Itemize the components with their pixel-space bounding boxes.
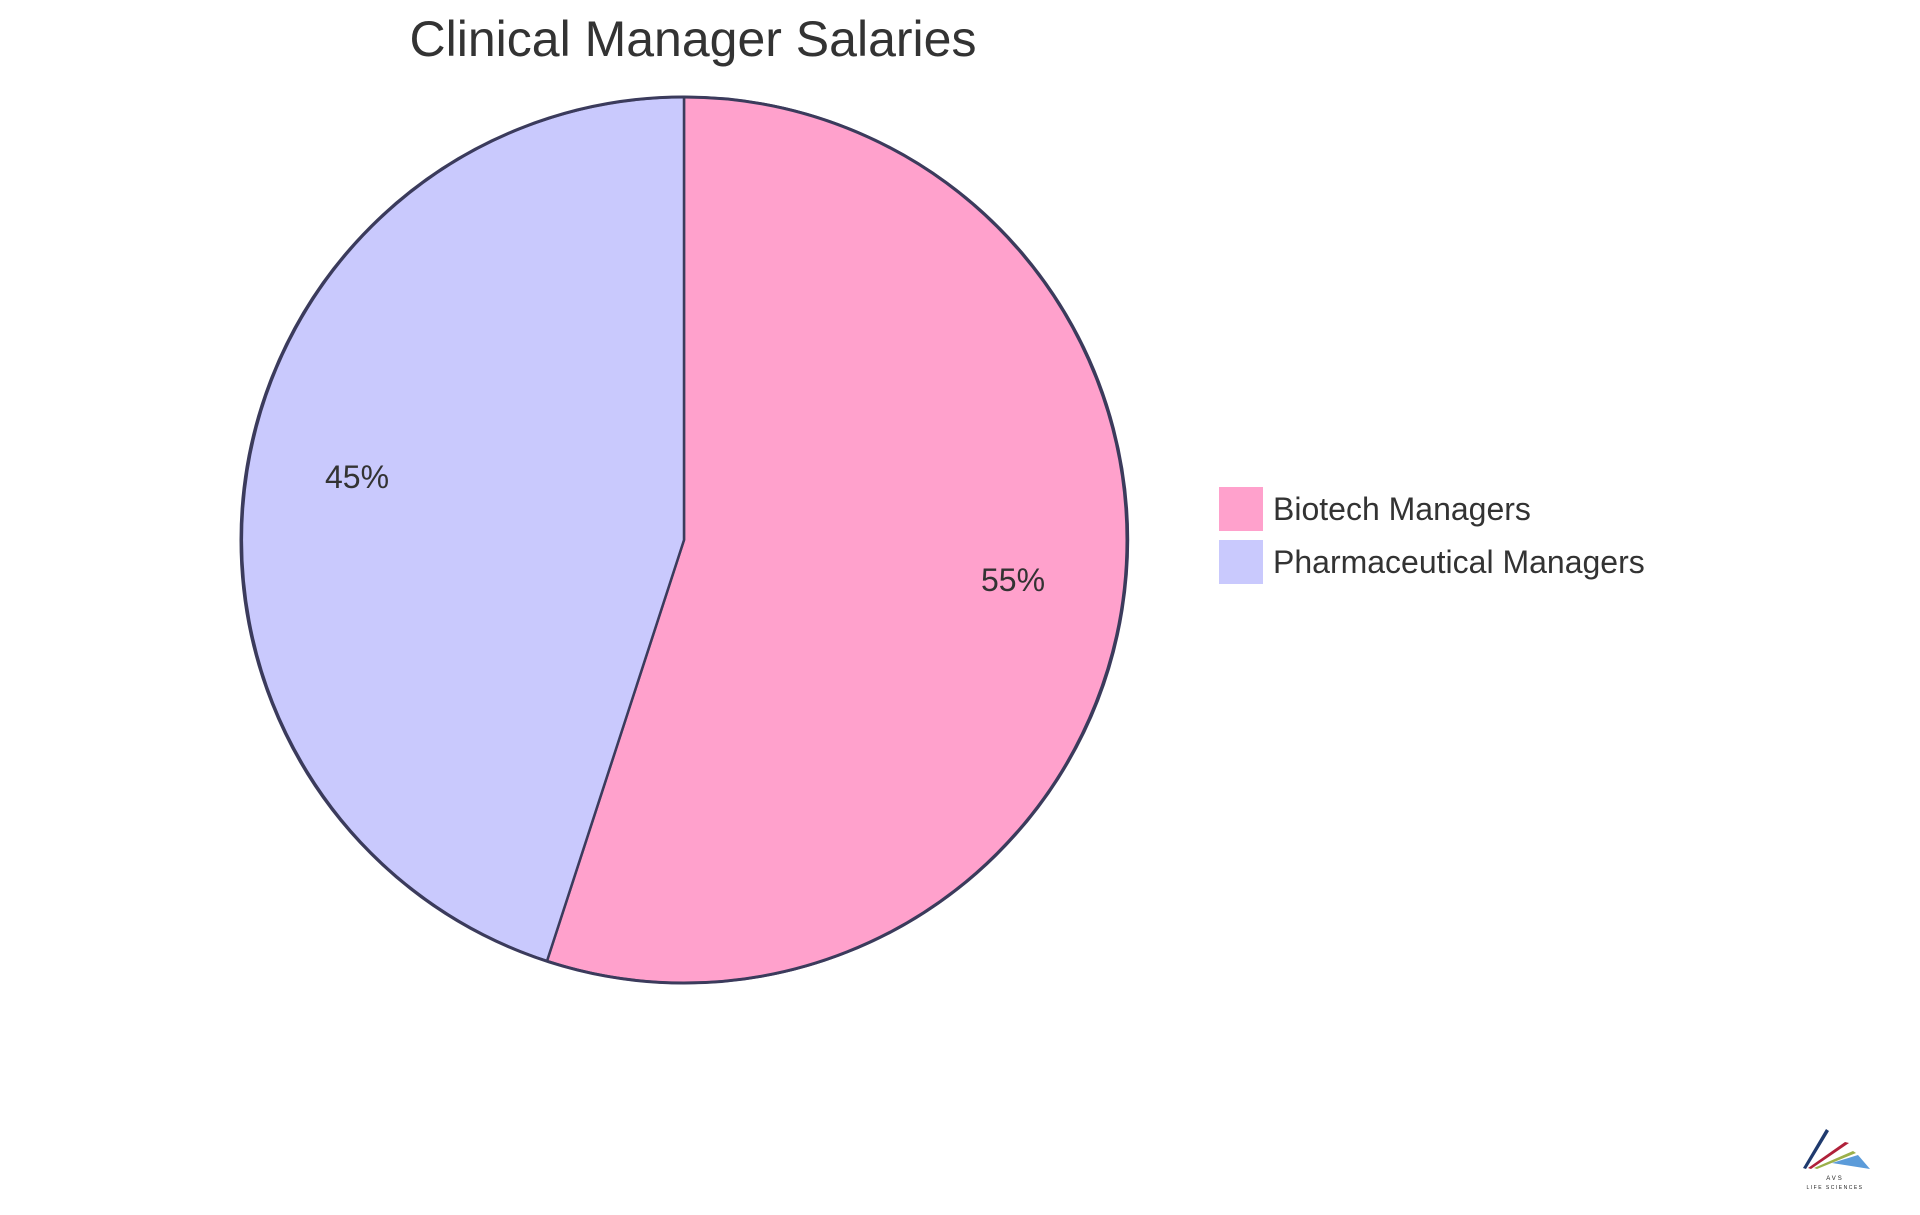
legend-label: Biotech Managers bbox=[1273, 490, 1531, 527]
legend-item-pharmaceutical[interactable]: Pharmaceutical Managers bbox=[1218, 539, 1645, 585]
slice-label-biotech: 55% bbox=[981, 562, 1045, 598]
legend-swatch-pharmaceutical bbox=[1218, 539, 1264, 585]
pie-outline bbox=[239, 95, 1129, 985]
logo-text-life-sciences: LIFE SCIENCES bbox=[1806, 1185, 1863, 1191]
pie-chart: 55% 45% bbox=[239, 95, 1130, 985]
legend: Biotech Managers Pharmaceutical Managers bbox=[1218, 486, 1645, 592]
chart-title: Clinical Manager Salaries bbox=[409, 11, 977, 67]
legend-label: Pharmaceutical Managers bbox=[1273, 543, 1645, 580]
legend-swatch-biotech bbox=[1218, 486, 1264, 532]
logo-text-avs: AVS bbox=[1826, 1176, 1844, 1182]
avs-life-sciences-logo-icon: AVS LIFE SCIENCES bbox=[1803, 1129, 1870, 1191]
legend-item-biotech[interactable]: Biotech Managers bbox=[1218, 486, 1645, 532]
slice-label-pharmaceutical: 45% bbox=[325, 459, 389, 495]
